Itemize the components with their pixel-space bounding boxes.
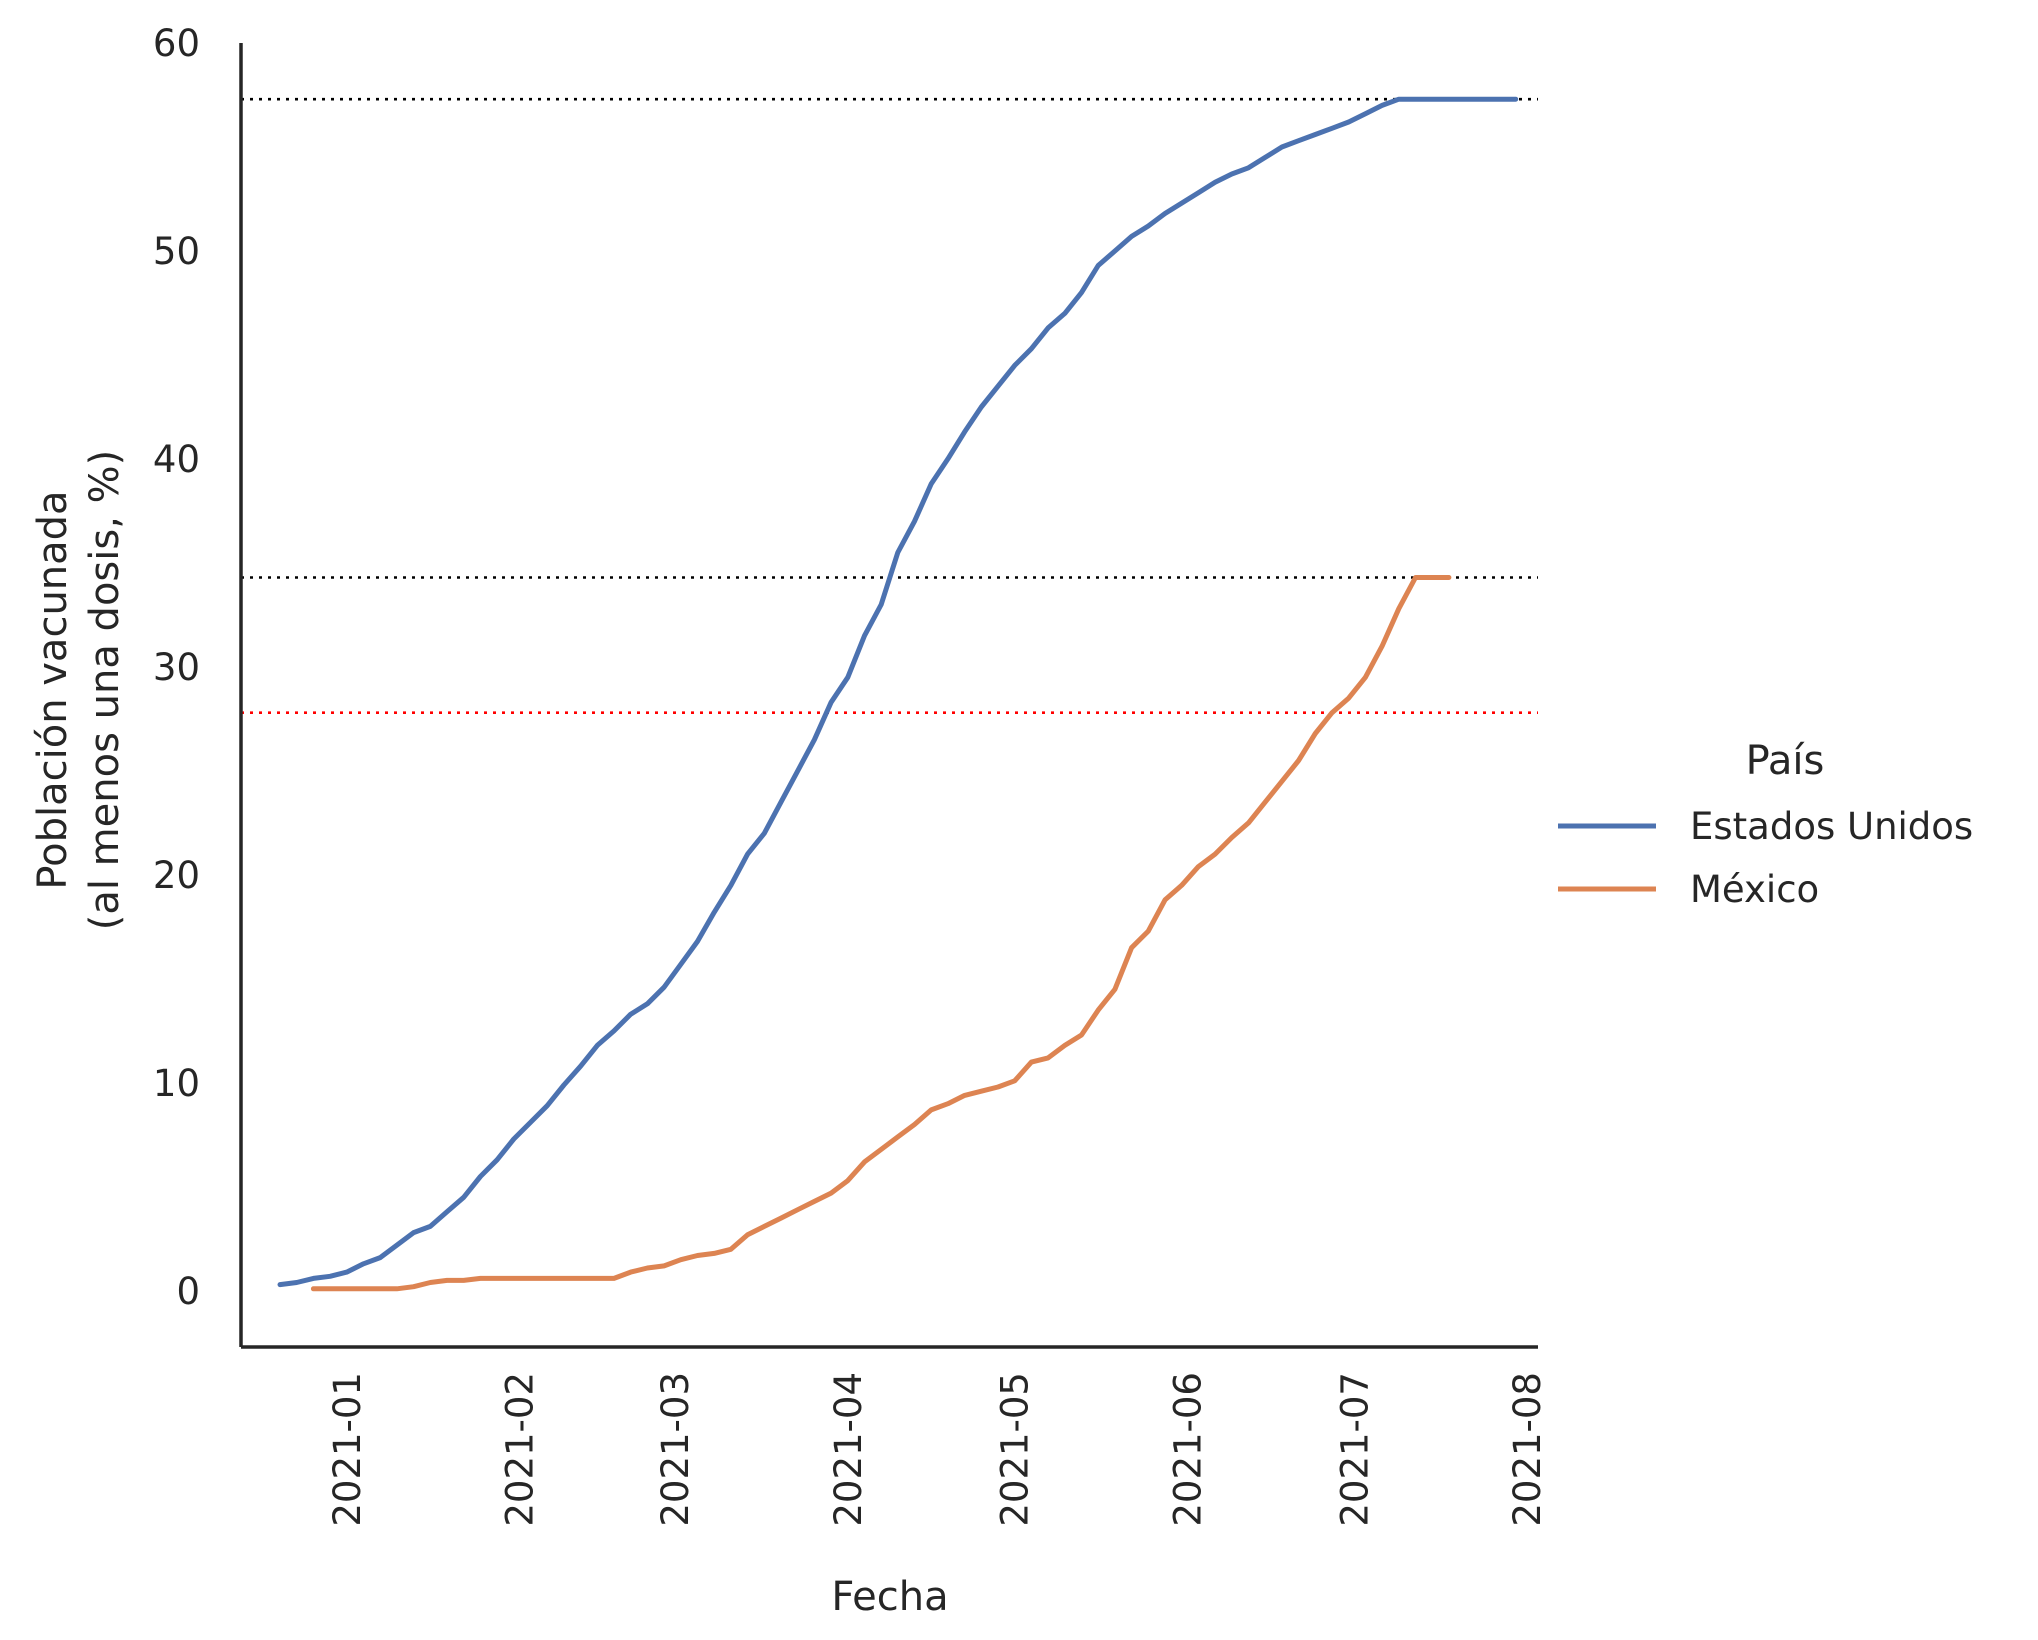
y-axis-label: Población vacunada (al menos una dosis, … [30,450,128,931]
legend-label: México [1690,868,1819,911]
reference-lines [241,97,1538,714]
y-tick-label: 40 [153,438,200,481]
legend-label: Estados Unidos [1690,805,1973,848]
x-tick-label: 2021-07 [1333,1372,1376,1527]
y-tick-label: 10 [153,1062,200,1105]
y-axis-label-line1: Población vacunada [30,490,76,889]
series-line [277,96,1519,1288]
y-tick-label: 60 [153,22,200,65]
legend-title: País [1746,738,1825,784]
y-tick-label: 0 [176,1270,200,1313]
series-line [310,575,1452,1292]
x-tick-labels: 2021-01 2021-02 2021-03 2021-04 2021-05 2021-… [326,1372,1549,1527]
y-tick-labels: 0 10 20 30 40 50 60 [153,22,200,1313]
y-tick-label: 20 [153,854,200,897]
legend: País Estados Unidos México [1558,738,1973,911]
series-lines [277,96,1519,1292]
y-tick-label: 50 [153,230,200,273]
x-tick-label: 2021-01 [326,1372,369,1527]
legend-item-estados-unidos: Estados Unidos [1558,805,1973,848]
x-tick-label: 2021-05 [994,1372,1037,1527]
x-tick-label: 2021-04 [827,1372,870,1527]
y-axis-label-line2: (al menos una dosis, %) [82,450,128,931]
axes [239,43,1538,1349]
x-tick-label: 2021-03 [654,1372,697,1527]
x-tick-label: 2021-08 [1506,1372,1549,1527]
legend-item-mexico: México [1558,868,1819,911]
x-tick-label: 2021-06 [1166,1372,1209,1527]
y-tick-label: 30 [153,646,200,689]
x-tick-label: 2021-02 [498,1372,541,1527]
x-axis-label: Fecha [831,1574,948,1620]
